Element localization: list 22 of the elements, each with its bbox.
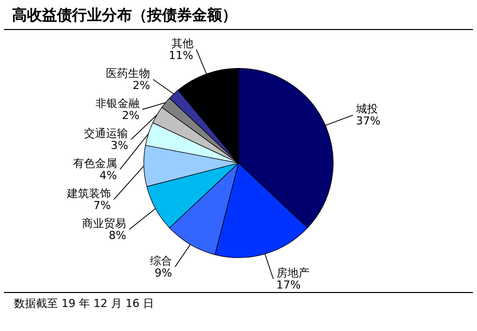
data-label: 8%: [108, 228, 126, 242]
slice-label: 交通运输: [84, 126, 128, 140]
slice-label: 其他: [171, 36, 194, 50]
data-label: 11%: [168, 48, 194, 62]
slice-label: 城投: [354, 102, 378, 116]
slice-label: 综合: [150, 254, 172, 268]
slice-label: 建筑装饰: [66, 186, 111, 200]
data-label: 2%: [132, 78, 150, 92]
slice-label: 非银金融: [95, 96, 140, 110]
data-label: 9%: [154, 266, 172, 280]
text: 数据截至 19 年 12 月 16 日: [14, 296, 155, 311]
chart-title: 高收益债行业分布（按债券金额）: [4, 0, 473, 30]
slice-label: 医药生物: [106, 66, 150, 80]
data-label: 3%: [110, 138, 128, 152]
data-label: 17%: [276, 278, 301, 292]
data-label: 7%: [93, 198, 111, 212]
data-label: 37%: [356, 114, 380, 128]
slice-label: 商业贸易: [82, 216, 126, 230]
slice-label: 房地产: [276, 266, 310, 280]
data-label: 4%: [99, 168, 117, 182]
data-label: 2%: [122, 108, 140, 122]
slice-label: 有色金属: [72, 156, 117, 170]
